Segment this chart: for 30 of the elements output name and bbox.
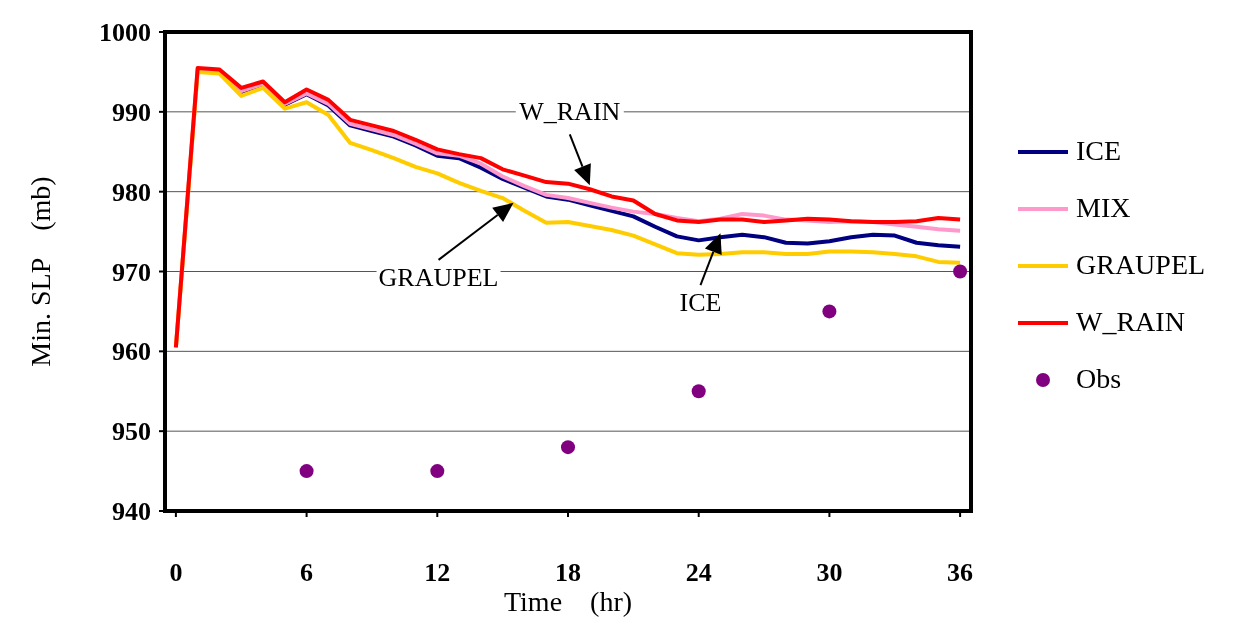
legend-label: Obs — [1076, 363, 1122, 394]
x-tick-label: 12 — [424, 558, 451, 587]
point — [561, 440, 575, 455]
point — [691, 384, 706, 399]
legend-label: MIX — [1076, 192, 1131, 223]
y-tick-label: 980 — [112, 177, 151, 207]
y-tick-label: 940 — [112, 497, 151, 527]
point — [430, 464, 445, 479]
annotation: ICE — [679, 288, 722, 318]
y-tick-label: 960 — [112, 337, 151, 367]
y-tick-label: 990 — [112, 97, 151, 127]
x-tick-label: 6 — [300, 558, 314, 587]
x-tick-label: 24 — [685, 558, 712, 587]
y-axis-title: Min. SLP (mb) — [25, 176, 56, 367]
point — [299, 464, 314, 479]
legend-label: W_RAIN — [1076, 306, 1185, 337]
x-tick-label: 0 — [169, 558, 183, 587]
x-tick-label: 36 — [947, 558, 974, 587]
y-tick-label: 950 — [112, 417, 151, 447]
point — [953, 264, 968, 279]
annotation: GRAUPEL — [378, 262, 499, 292]
legend-label: GRAUPEL — [1076, 249, 1206, 280]
legend-label: ICE — [1076, 135, 1122, 166]
x-tick-label: 30 — [816, 558, 843, 587]
y-tick-label: 1000 — [99, 18, 151, 48]
x-axis-title: Time (hr) — [503, 586, 633, 617]
x-tick-label: 18 — [555, 558, 581, 587]
y-tick-label: 970 — [112, 257, 151, 287]
point — [822, 304, 837, 319]
annotation: W_RAIN — [519, 97, 621, 127]
